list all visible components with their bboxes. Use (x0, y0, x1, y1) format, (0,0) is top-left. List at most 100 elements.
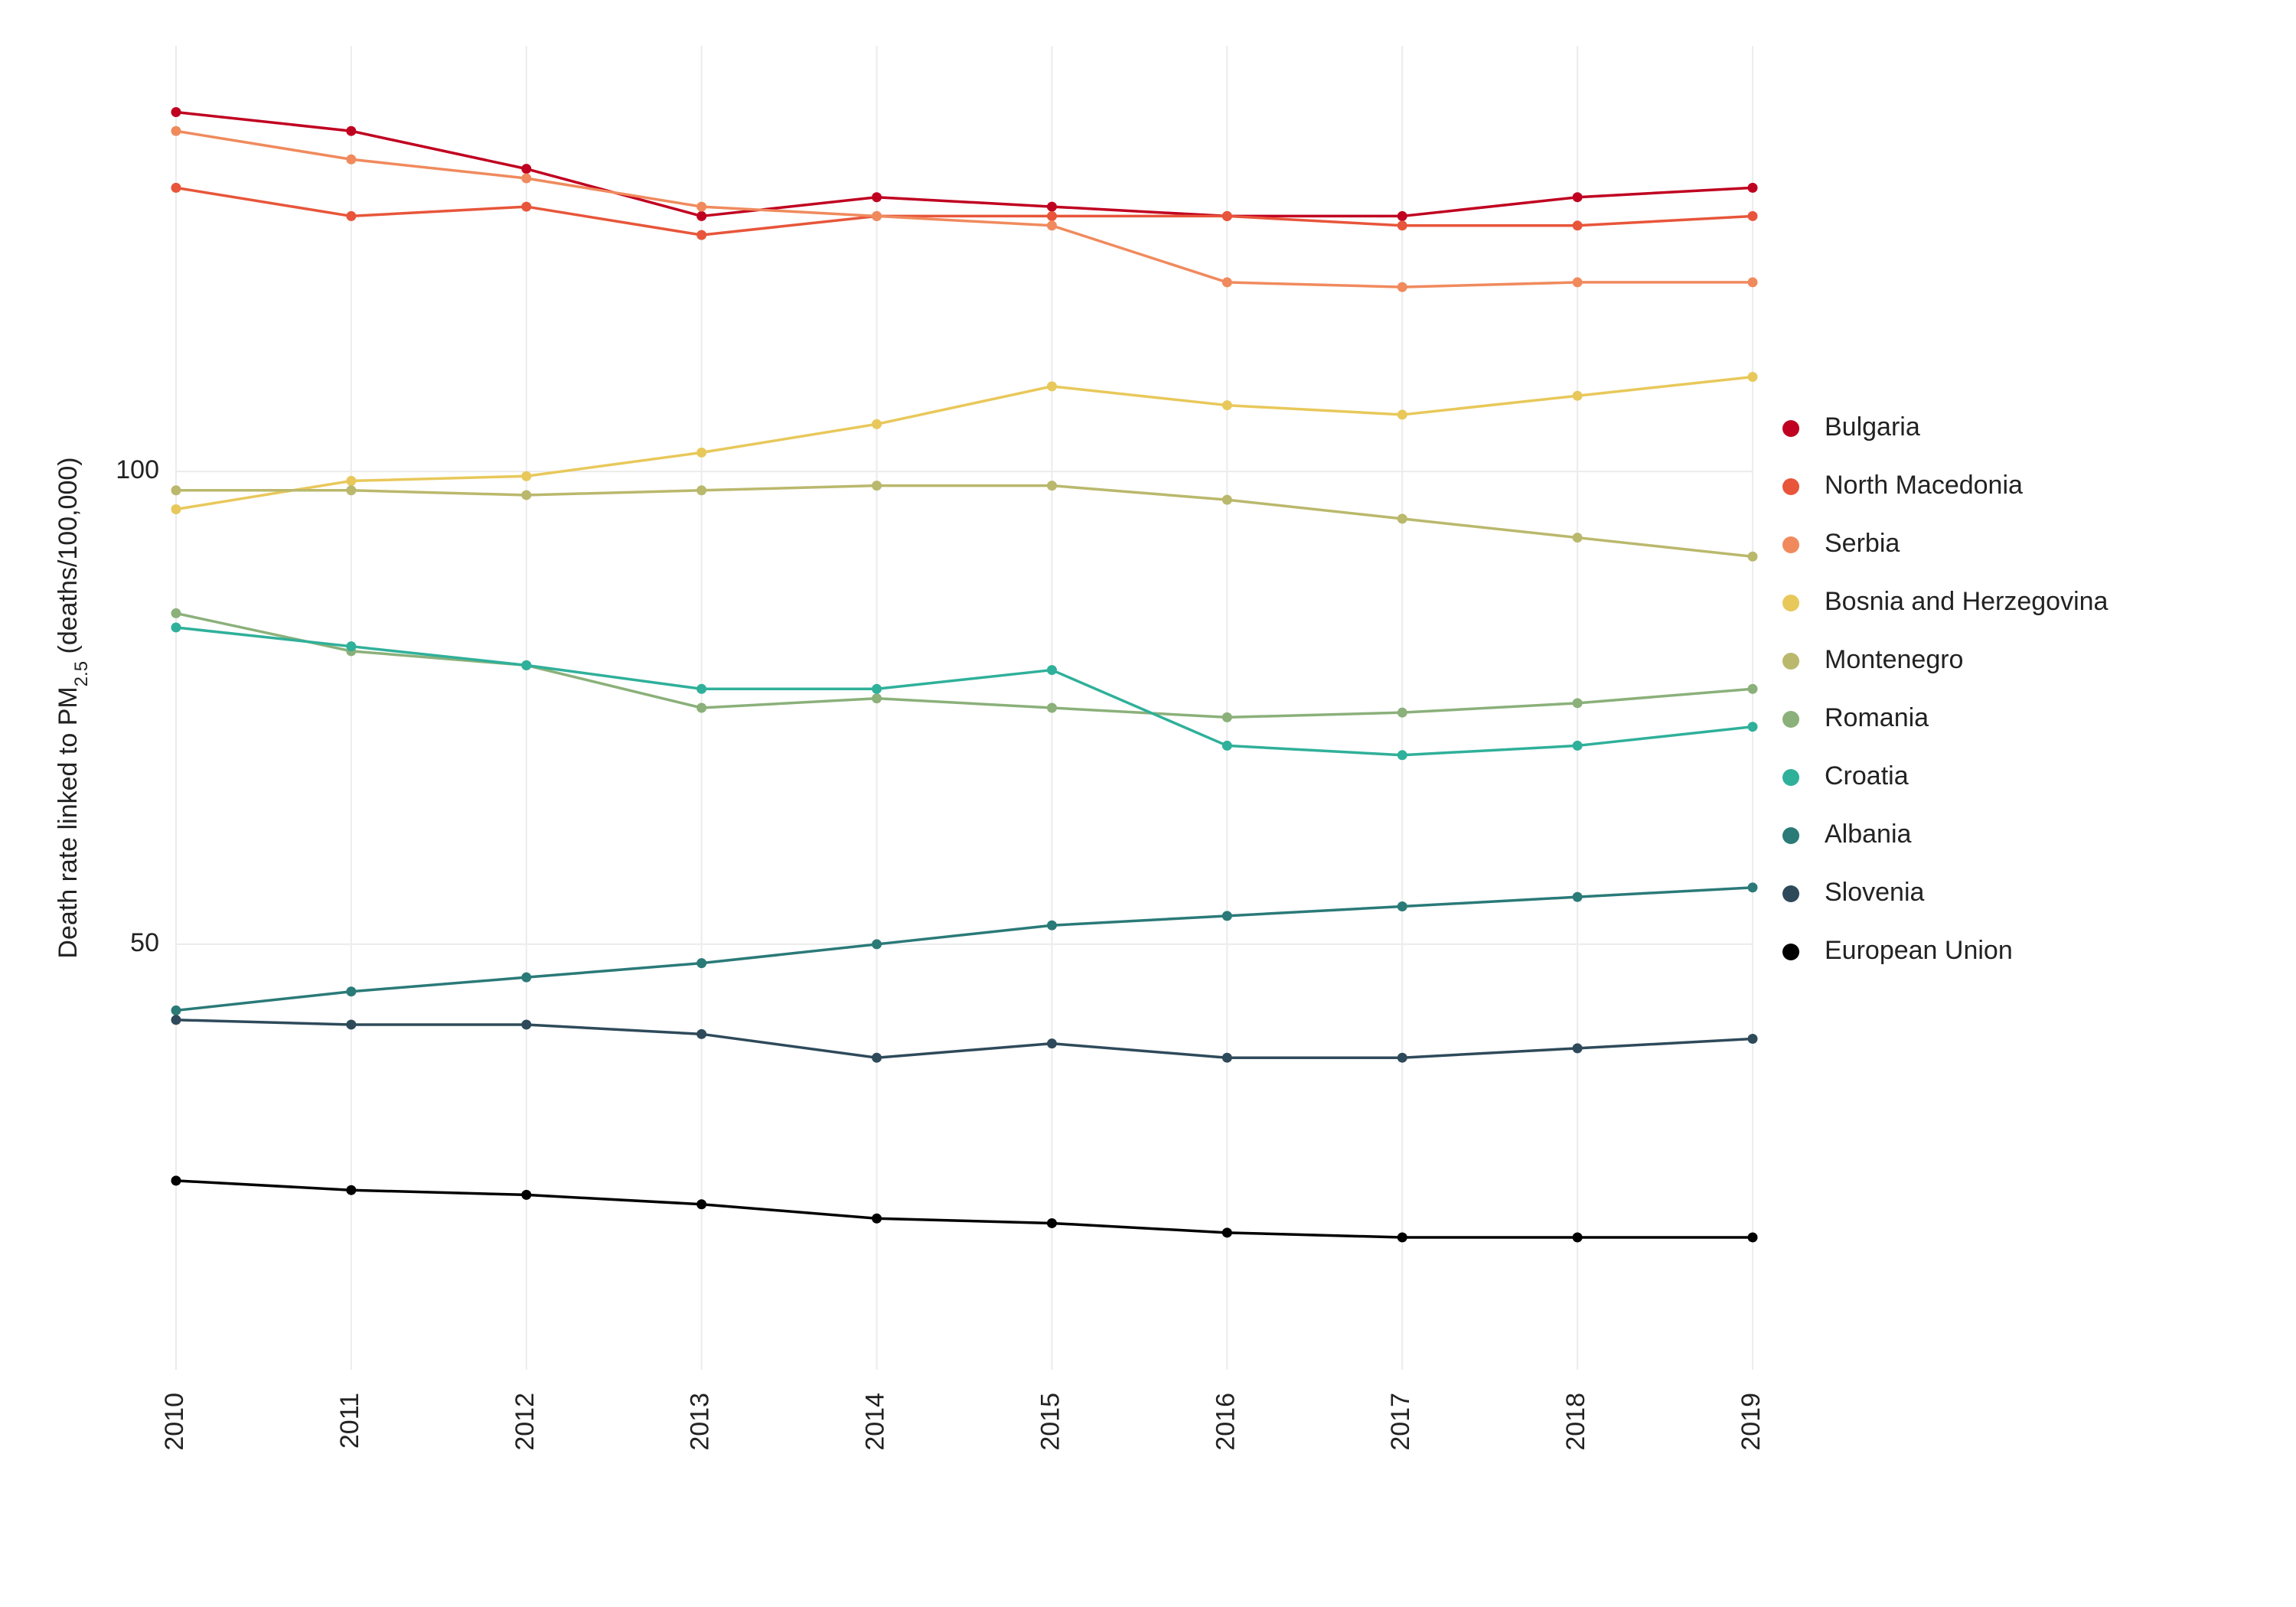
series-marker (696, 211, 706, 221)
series-marker (872, 939, 882, 949)
series-marker (1748, 277, 1758, 287)
series-marker (1397, 282, 1407, 292)
series-marker (1047, 211, 1057, 221)
series-marker (171, 183, 181, 193)
x-tick-label: 2019 (1737, 1393, 1766, 1451)
series-marker (1222, 495, 1232, 505)
legend-label: Bulgaria (1825, 412, 1920, 442)
series-marker (1748, 372, 1758, 382)
series-marker (1573, 192, 1583, 202)
series-marker (346, 211, 356, 221)
series-marker (346, 986, 356, 996)
series-marker (1397, 1053, 1407, 1063)
series-marker (1222, 277, 1232, 287)
series-marker (1047, 703, 1057, 713)
y-tick-label: 100 (116, 455, 159, 484)
series-marker (1047, 381, 1057, 391)
series-marker (521, 1019, 531, 1029)
series-marker (346, 126, 356, 136)
series-marker (1573, 277, 1583, 287)
series-marker (1222, 400, 1232, 410)
legend-marker (1782, 769, 1799, 786)
series-marker (1397, 750, 1407, 760)
series-marker (521, 1190, 531, 1200)
x-tick-label: 2018 (1561, 1393, 1590, 1451)
legend-label: European Union (1825, 936, 2013, 965)
series-marker (171, 1175, 181, 1185)
legend-marker (1782, 653, 1799, 670)
legend-label: Romania (1825, 703, 1929, 732)
series-marker (1573, 698, 1583, 708)
x-tick-label: 2015 (1035, 1393, 1065, 1451)
series-marker (872, 192, 882, 202)
series-marker (1047, 665, 1057, 675)
series-marker (696, 1199, 706, 1209)
legend-marker (1782, 944, 1799, 960)
series-marker (346, 155, 356, 165)
series-marker (171, 126, 181, 136)
x-tick: 2015 (1035, 1393, 1065, 1451)
series-marker (171, 1015, 181, 1025)
x-tick: 2019 (1737, 1393, 1766, 1451)
legend-label: Serbia (1825, 529, 1900, 558)
series-marker (1397, 901, 1407, 911)
series-marker (1397, 220, 1407, 230)
series-marker (1397, 409, 1407, 419)
series-marker (171, 504, 181, 514)
series-marker (1397, 1233, 1407, 1243)
series-marker (1047, 921, 1057, 931)
series-marker (872, 1214, 882, 1224)
x-tick: 2016 (1211, 1393, 1240, 1451)
series-marker (1222, 1227, 1232, 1237)
series-marker (171, 622, 181, 632)
series-marker (1397, 211, 1407, 221)
series-marker (1748, 722, 1758, 732)
series-marker (346, 641, 356, 651)
series-marker (872, 693, 882, 703)
series-marker (872, 419, 882, 429)
series-marker (521, 490, 531, 500)
series-marker (1222, 741, 1232, 751)
series-marker (521, 202, 531, 212)
x-tick: 2018 (1561, 1393, 1590, 1451)
series-marker (1222, 911, 1232, 921)
series-marker (1573, 892, 1583, 902)
x-tick: 2017 (1386, 1393, 1415, 1451)
series-marker (872, 481, 882, 491)
x-tick-label: 2016 (1211, 1393, 1240, 1451)
series-marker (346, 476, 356, 486)
legend-label: North Macedonia (1825, 471, 2023, 500)
series-marker (1047, 481, 1057, 491)
legend-label: Bosnia and Herzegovina (1825, 587, 2108, 616)
legend-marker (1782, 420, 1799, 437)
x-tick-label: 2011 (335, 1393, 364, 1449)
series-marker (696, 1029, 706, 1039)
x-tick: 2011 (335, 1393, 364, 1449)
legend-marker (1782, 827, 1799, 844)
legend-marker (1782, 595, 1799, 611)
x-tick: 2010 (160, 1393, 189, 1451)
series-marker (346, 1019, 356, 1029)
series-marker (1047, 220, 1057, 230)
series-marker (872, 684, 882, 694)
series-marker (1047, 1038, 1057, 1048)
x-tick: 2012 (510, 1393, 540, 1451)
x-tick: 2014 (861, 1393, 890, 1451)
series-marker (521, 660, 531, 670)
legend-marker (1782, 536, 1799, 553)
series-marker (696, 448, 706, 458)
series-marker (1047, 1218, 1057, 1228)
series-marker (1397, 513, 1407, 523)
series-marker (1222, 211, 1232, 221)
series-marker (1397, 708, 1407, 718)
series-marker (1748, 1034, 1758, 1044)
series-marker (1222, 1053, 1232, 1063)
x-tick-label: 2014 (861, 1393, 890, 1451)
legend-marker (1782, 885, 1799, 902)
legend-label: Montenegro (1825, 645, 1963, 674)
series-marker (521, 471, 531, 481)
series-marker (1748, 882, 1758, 892)
series-marker (521, 164, 531, 174)
series-marker (696, 202, 706, 212)
series-marker (1222, 712, 1232, 722)
